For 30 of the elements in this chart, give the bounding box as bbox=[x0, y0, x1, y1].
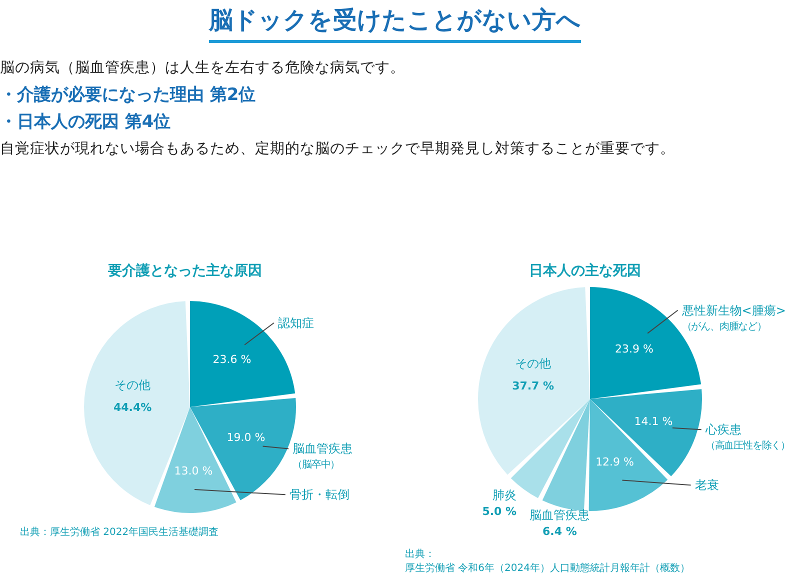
slice-label: 心疾患（高血圧性を除く） bbox=[704, 422, 790, 452]
source-note: 出典：厚生労働省 2022年国民生活基礎調査 bbox=[20, 526, 219, 540]
data-label: 23.9 % bbox=[615, 342, 654, 356]
chart-title: 日本人の主な死因 bbox=[528, 262, 642, 280]
source-note: 出典： bbox=[405, 548, 436, 562]
data-label: 14.1 % bbox=[634, 415, 673, 428]
data-label: 12.9 % bbox=[596, 455, 634, 468]
chart-title: 要介護となった主な原因 bbox=[107, 262, 263, 280]
slice-label: 認知症 bbox=[278, 316, 314, 330]
slice-label: 脳血管疾患 bbox=[530, 508, 590, 522]
slice-label: その他 bbox=[515, 356, 552, 370]
data-label: 23.6 % bbox=[212, 353, 252, 366]
text: 厚生労働省 令和6年（2024年）人口動態統計月報年計（概数） bbox=[405, 562, 690, 576]
slice-label: 老衰 bbox=[694, 478, 719, 492]
text: ・介護が必要になった理由 第2位 bbox=[0, 84, 257, 107]
text: 自覚症状が現れない場合もあるため、定期的な脳のチェックで早期発見し対策することが重要です。 bbox=[0, 140, 676, 159]
data-label: 5.0 % bbox=[482, 504, 517, 518]
slice-label: 骨折・転倒 bbox=[289, 488, 350, 502]
slice-label: その他 bbox=[114, 378, 151, 392]
data-label: 13.0 % bbox=[174, 464, 213, 478]
data-label: 19.0 % bbox=[226, 431, 266, 444]
text: 脳の病気（脳血管疾患）は人生を左右する危険な病気です。 bbox=[0, 59, 406, 78]
slice-label: 脳血管疾患（脳卒中） bbox=[292, 442, 353, 471]
slice-label: 悪性新生物<腫瘍>（がん、肉腫など） bbox=[680, 303, 786, 332]
data-label: 37.7 % bbox=[512, 379, 554, 392]
data-label: 44.4% bbox=[113, 401, 152, 414]
slice-label: 肺炎 bbox=[492, 488, 517, 502]
text: ・日本人の死因 第4位 bbox=[0, 111, 172, 134]
data-label: 6.4 % bbox=[542, 525, 577, 538]
text: 脳ドックを受けたことがない方へ bbox=[209, 4, 581, 43]
